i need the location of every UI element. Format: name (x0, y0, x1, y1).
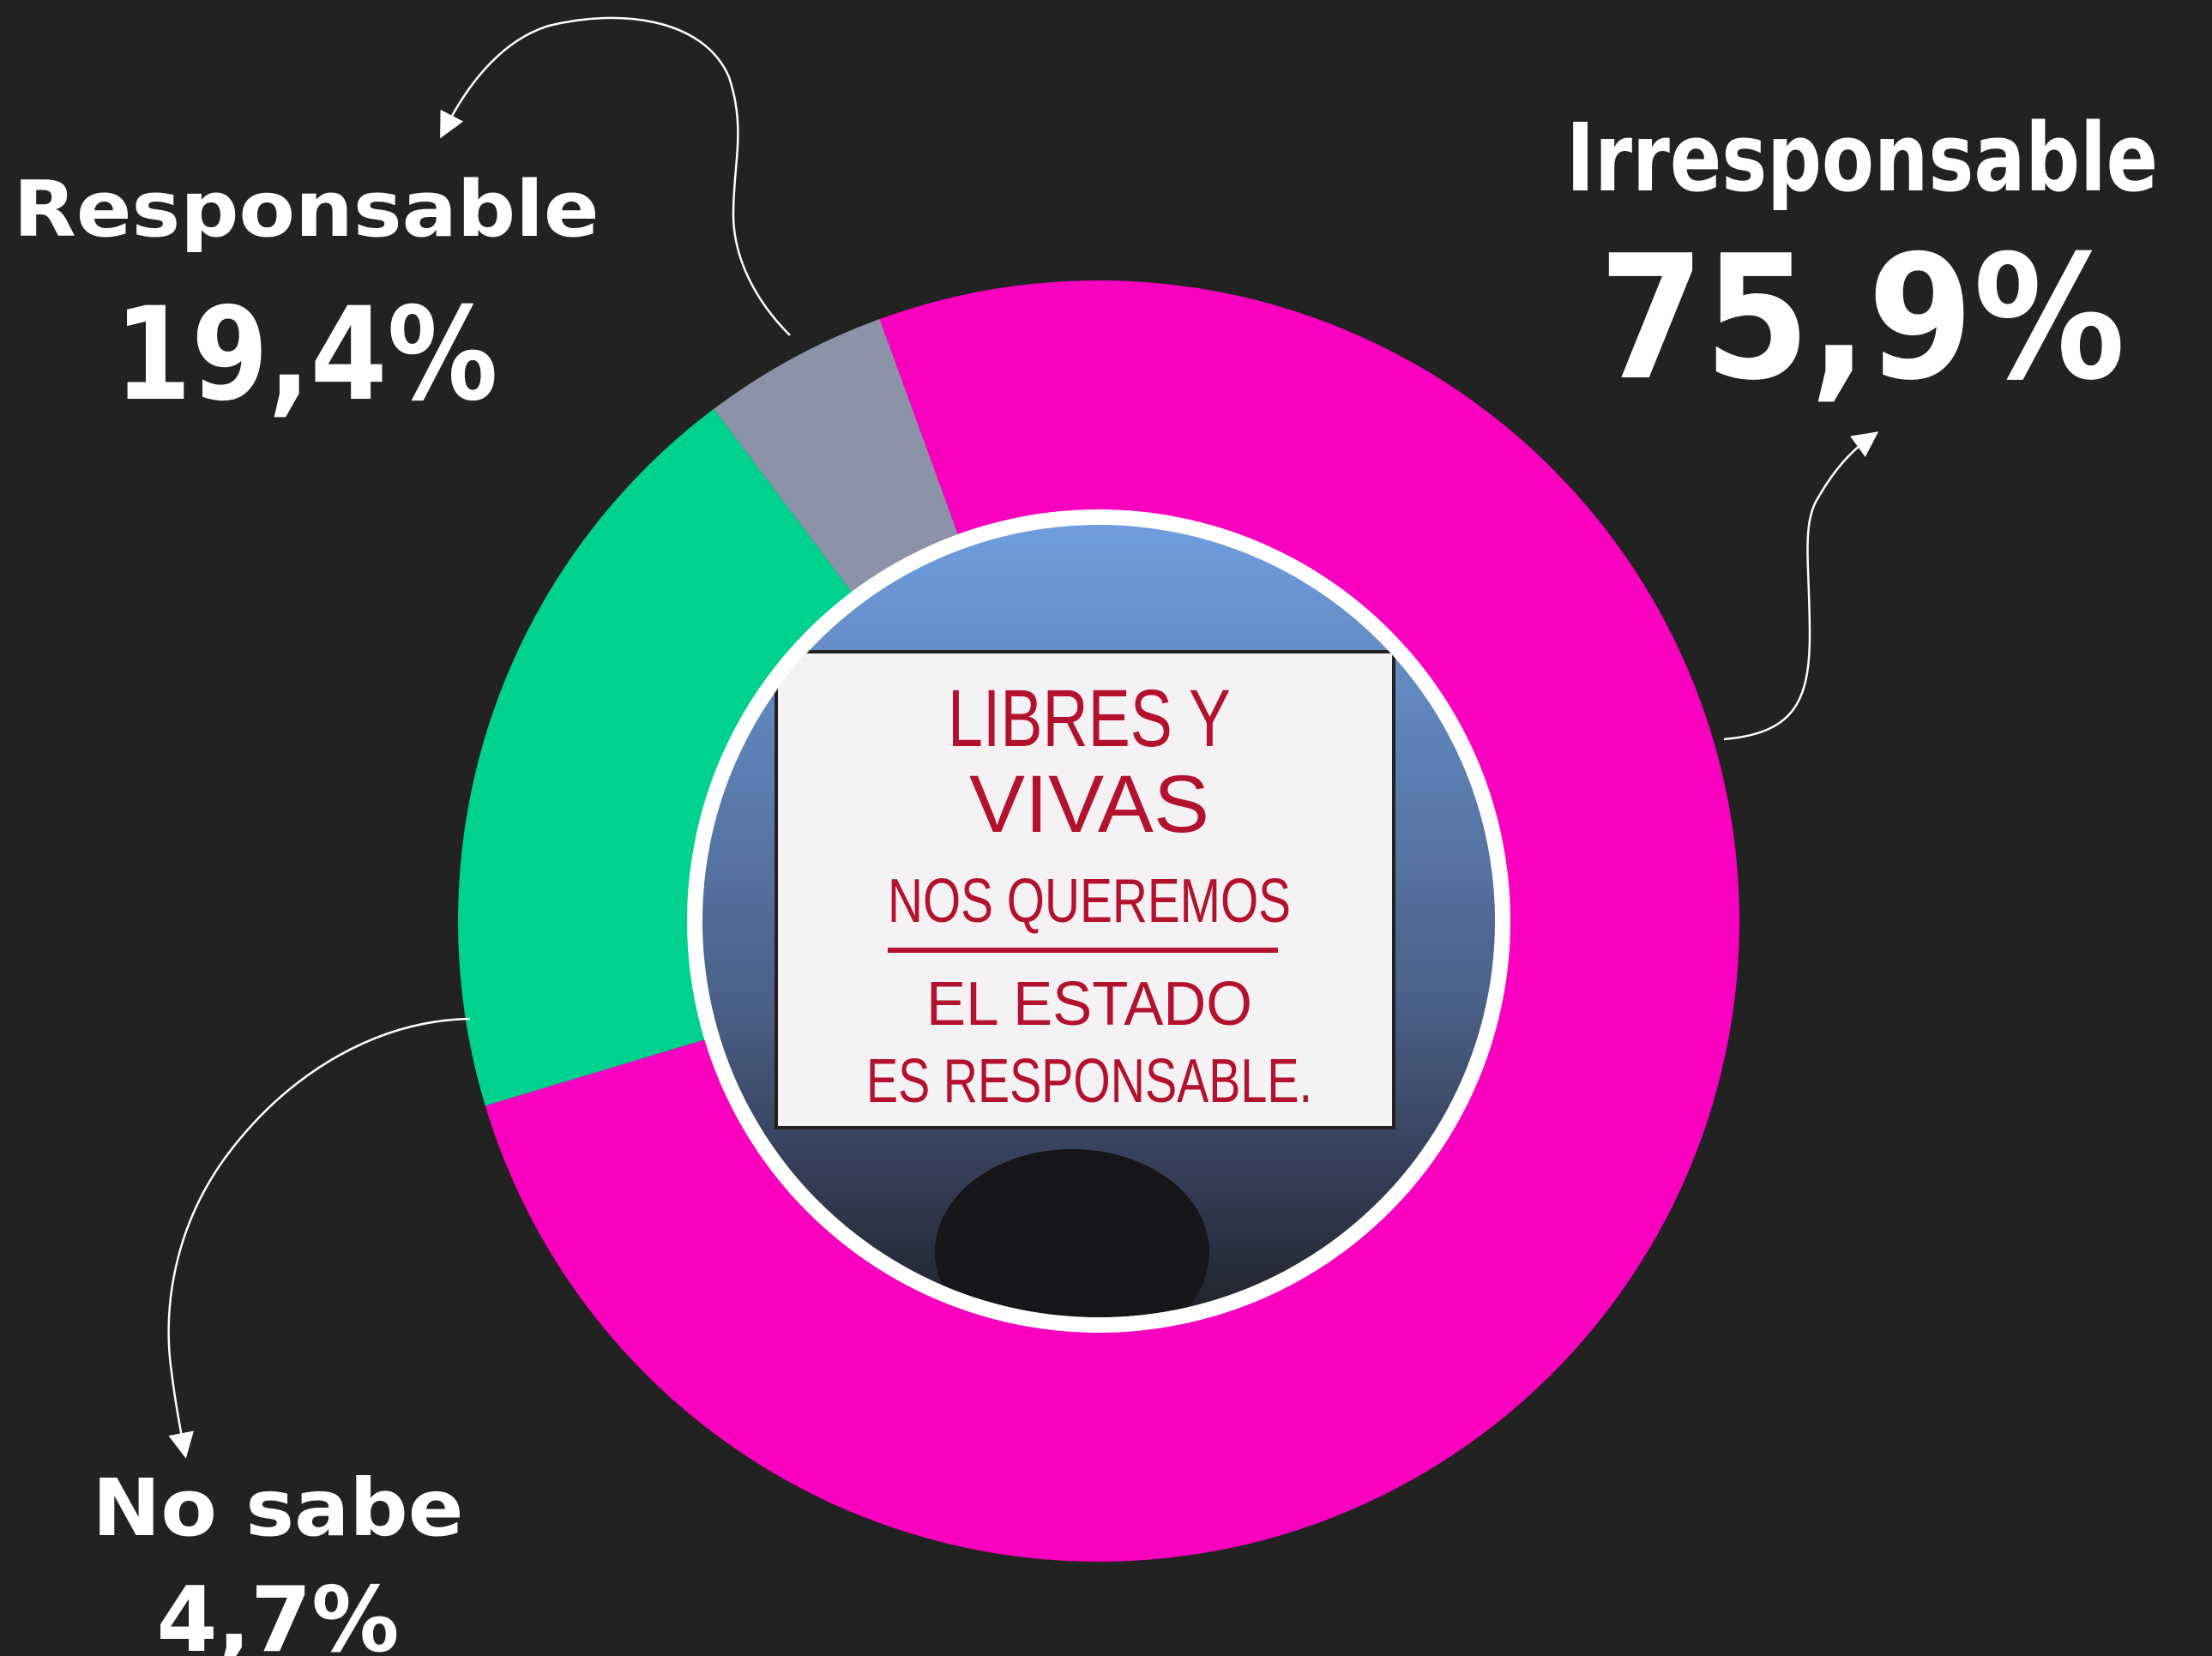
sign-text: ES RESPONSABLE. (866, 1047, 1312, 1116)
donut-segment (714, 319, 961, 599)
value-label: 75,9% (1599, 219, 2125, 419)
sign-text: NOS QUEREMOS (888, 867, 1291, 936)
value-label: 4,7% (157, 1568, 400, 1656)
category-label: Irresponsable (1566, 103, 2158, 213)
category-label: Responsable (14, 165, 600, 255)
arrow (440, 16, 791, 336)
donut-segment (457, 408, 857, 1106)
arrow (1723, 431, 1879, 741)
sign-text: EL ESTADO (926, 970, 1252, 1039)
arrow (167, 1017, 471, 1459)
donut (457, 280, 1740, 1563)
value-label: 19,4% (115, 280, 498, 430)
sign-text: LIBRES Y (948, 673, 1231, 764)
category-label: No sabe (93, 1462, 464, 1554)
sign-text: VIVAS (969, 759, 1209, 850)
donut-segment (485, 280, 1740, 1563)
